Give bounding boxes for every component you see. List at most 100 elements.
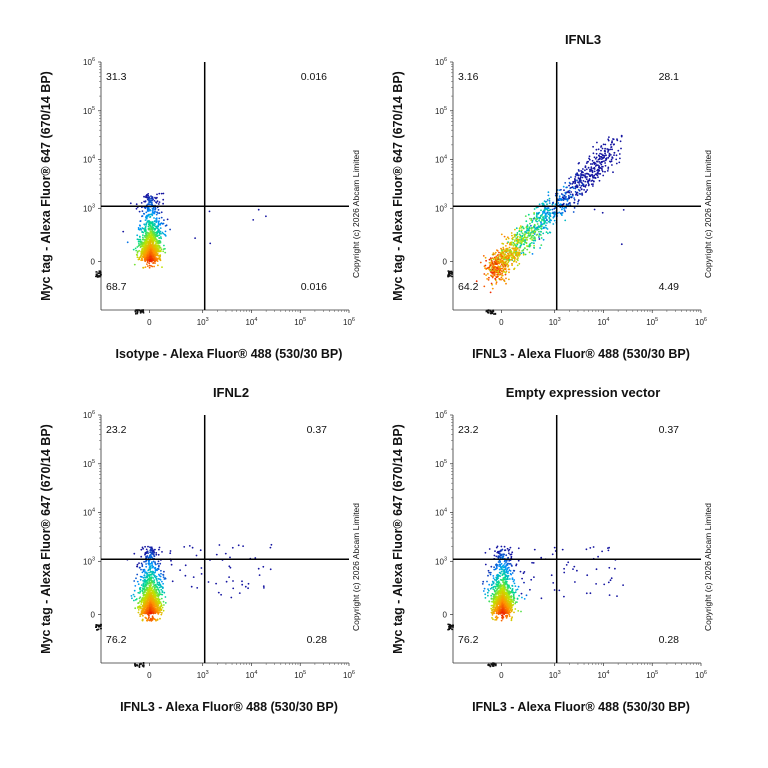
event-dot (546, 215, 548, 218)
event-dot (557, 202, 560, 204)
event-dot (99, 624, 102, 626)
event-dot (150, 201, 153, 204)
event-dot (490, 271, 492, 274)
event-dot (487, 574, 489, 577)
event-dot (500, 276, 503, 279)
event-dot (569, 193, 572, 196)
event-dot (149, 567, 152, 570)
event-dot (545, 227, 548, 229)
event-dot (145, 548, 148, 551)
event-dot (141, 589, 144, 592)
event-dot (584, 180, 587, 183)
event-dot (491, 310, 494, 313)
event-dot (528, 243, 531, 246)
event-dot (148, 259, 151, 262)
event-dot (151, 242, 154, 245)
event-dot (493, 566, 495, 569)
event-dot (156, 196, 158, 199)
event-dot (192, 576, 195, 578)
event-dot (519, 235, 522, 238)
event-dot (616, 138, 618, 141)
event-dot (163, 604, 165, 606)
quadrant-gate[interactable] (453, 62, 701, 310)
event-dot (142, 583, 145, 586)
event-dot (530, 229, 533, 231)
event-dot (449, 270, 452, 273)
event-dot (518, 230, 521, 233)
event-dot (510, 258, 513, 261)
event-dot (587, 182, 590, 185)
event-dot (609, 160, 612, 163)
event-dot (169, 228, 172, 231)
event-dot (150, 546, 153, 549)
event-dot (513, 242, 516, 245)
event-dot (514, 249, 517, 252)
event-dot (162, 192, 165, 195)
event-dot (265, 215, 267, 218)
event-dot (514, 228, 516, 231)
event-dot (156, 618, 159, 621)
event-dot (151, 616, 154, 619)
event-dot (528, 233, 530, 235)
event-dot (144, 572, 146, 574)
y-tick-label: 104 (435, 508, 447, 518)
event-dot (247, 582, 250, 585)
event-dot (99, 272, 102, 274)
event-dot (145, 257, 147, 260)
event-dot (505, 247, 508, 250)
event-dot (542, 232, 545, 235)
event-dot (148, 264, 151, 267)
y-tick-label: 0 (443, 611, 448, 620)
event-dot (538, 211, 541, 214)
event-dot (146, 603, 148, 605)
quadrant-gate[interactable] (101, 62, 349, 310)
event-dot (498, 568, 501, 571)
event-dot (450, 270, 453, 273)
event-dot (591, 159, 594, 162)
event-dot (503, 591, 505, 594)
event-dot (449, 275, 452, 277)
event-dot (545, 207, 548, 210)
event-dot (151, 259, 153, 261)
event-dot (220, 593, 223, 596)
event-dot (517, 252, 520, 255)
event-dot (506, 611, 509, 614)
event-dot (508, 563, 511, 565)
event-dot (147, 552, 149, 555)
event-dot (155, 590, 158, 593)
event-dot (489, 587, 492, 590)
event-dot (611, 164, 613, 166)
event-dot (505, 270, 508, 273)
event-dot (493, 260, 496, 263)
event-dot (141, 611, 143, 614)
event-dot (513, 234, 516, 237)
event-dot (157, 609, 160, 611)
event-dot (218, 544, 221, 546)
event-dot (580, 171, 583, 174)
event-dot (145, 248, 148, 251)
event-dot (504, 249, 507, 252)
event-dot (511, 588, 514, 590)
event-dot (498, 574, 501, 577)
event-dot (145, 217, 148, 219)
event-dot (619, 140, 622, 143)
event-dot (479, 261, 482, 264)
event-dot (155, 553, 158, 556)
event-dot (151, 231, 154, 233)
event-dot (620, 135, 623, 138)
event-dot (565, 203, 568, 206)
event-dot (576, 179, 578, 182)
event-dot (597, 176, 599, 179)
event-dot (153, 239, 156, 242)
quadrant-gate[interactable] (101, 415, 349, 663)
event-dot (142, 662, 145, 665)
event-dot (524, 253, 527, 256)
event-dot (147, 609, 149, 612)
event-dot (152, 585, 155, 588)
event-dot (164, 230, 167, 233)
event-dot (608, 136, 610, 139)
event-dot (493, 312, 495, 315)
event-dot (496, 589, 498, 591)
y-axis-label: Myc tag - Alexa Fluor® 647 (670/14 BP) (39, 424, 53, 654)
event-dot (491, 592, 494, 595)
